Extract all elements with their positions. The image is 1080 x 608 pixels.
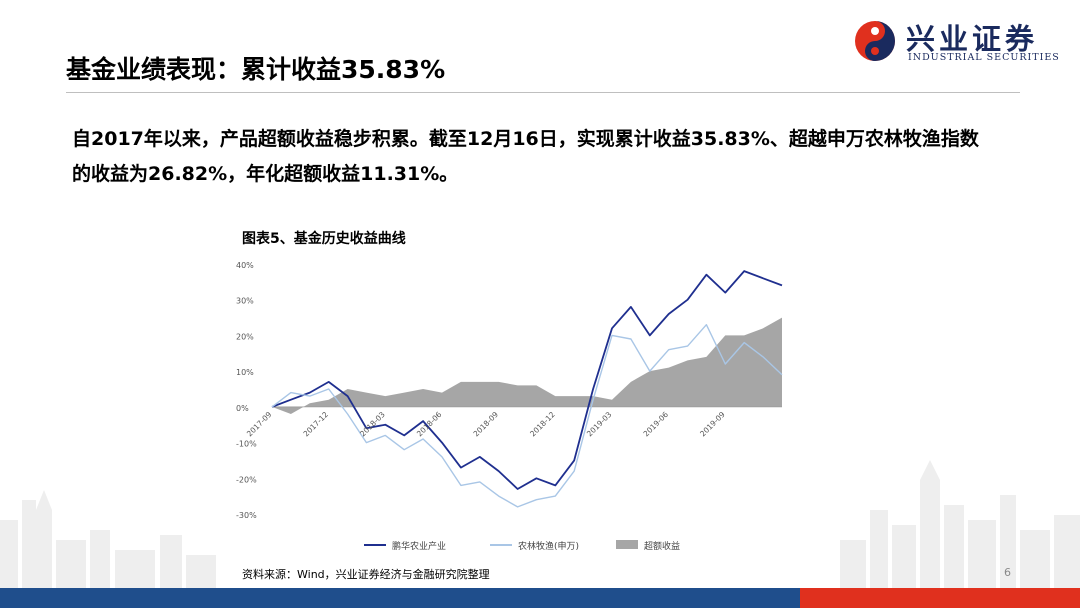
figure-title: 图表5、基金历史收益曲线 <box>242 231 406 247</box>
slide-body-text: 自2017年以来，产品超额收益稳步积累。截至12月16日，实现累计收益35.83… <box>72 128 979 185</box>
x-tick-label: 2018-03 <box>358 410 387 439</box>
logo-emblem-icon <box>855 21 895 61</box>
y-tick-label: 30% <box>236 297 254 306</box>
company-logo: 兴业证券 INDUSTRIAL SECURITIES <box>852 14 1067 66</box>
y-tick-label: -30% <box>236 511 257 520</box>
series-area-excess-return <box>272 317 782 414</box>
y-tick-label: -10% <box>236 440 257 449</box>
series-line-1 <box>271 324 783 508</box>
x-tick-label: 2017-09 <box>245 410 274 439</box>
legend-label-1: 农林牧渔(申万) <box>518 540 579 552</box>
x-tick-label: 2017-12 <box>302 410 331 439</box>
fund-return-chart: 40% 30% 20% 10% 0% -10% -20% -30% 2017-09 2017-12… <box>236 261 783 552</box>
page-number: 6 <box>1004 566 1011 579</box>
legend-label-2: 超额收益 <box>644 540 680 552</box>
y-tick-label: 10% <box>236 368 254 377</box>
y-tick-label: 40% <box>236 261 254 270</box>
x-tick-label: 2019-06 <box>642 410 671 439</box>
footer-bar-red <box>800 588 1080 608</box>
y-tick-label: 20% <box>236 332 254 341</box>
logo-name-cn: 兴业证券 <box>906 22 1039 56</box>
x-tick-label: 2018-09 <box>472 410 501 439</box>
title-divider <box>66 92 1020 93</box>
footer-bar-blue <box>0 588 800 608</box>
legend-swatch-2 <box>616 540 638 549</box>
logo-name-en: INDUSTRIAL SECURITIES <box>908 52 1060 63</box>
x-tick-label: 2018-12 <box>528 410 557 439</box>
city-skyline-decoration <box>0 460 1080 590</box>
data-source-note: 资料来源：Wind，兴业证券经济与金融研究院整理 <box>242 568 490 581</box>
series-line-0 <box>271 270 783 490</box>
legend-label-0: 鹏华农业产业 <box>392 540 446 552</box>
y-tick-label: 0% <box>236 404 249 413</box>
y-tick-label: -20% <box>236 475 257 484</box>
x-tick-label: 2019-09 <box>698 410 727 439</box>
slide-title: 基金业绩表现：累计收益35.83% <box>66 55 446 84</box>
